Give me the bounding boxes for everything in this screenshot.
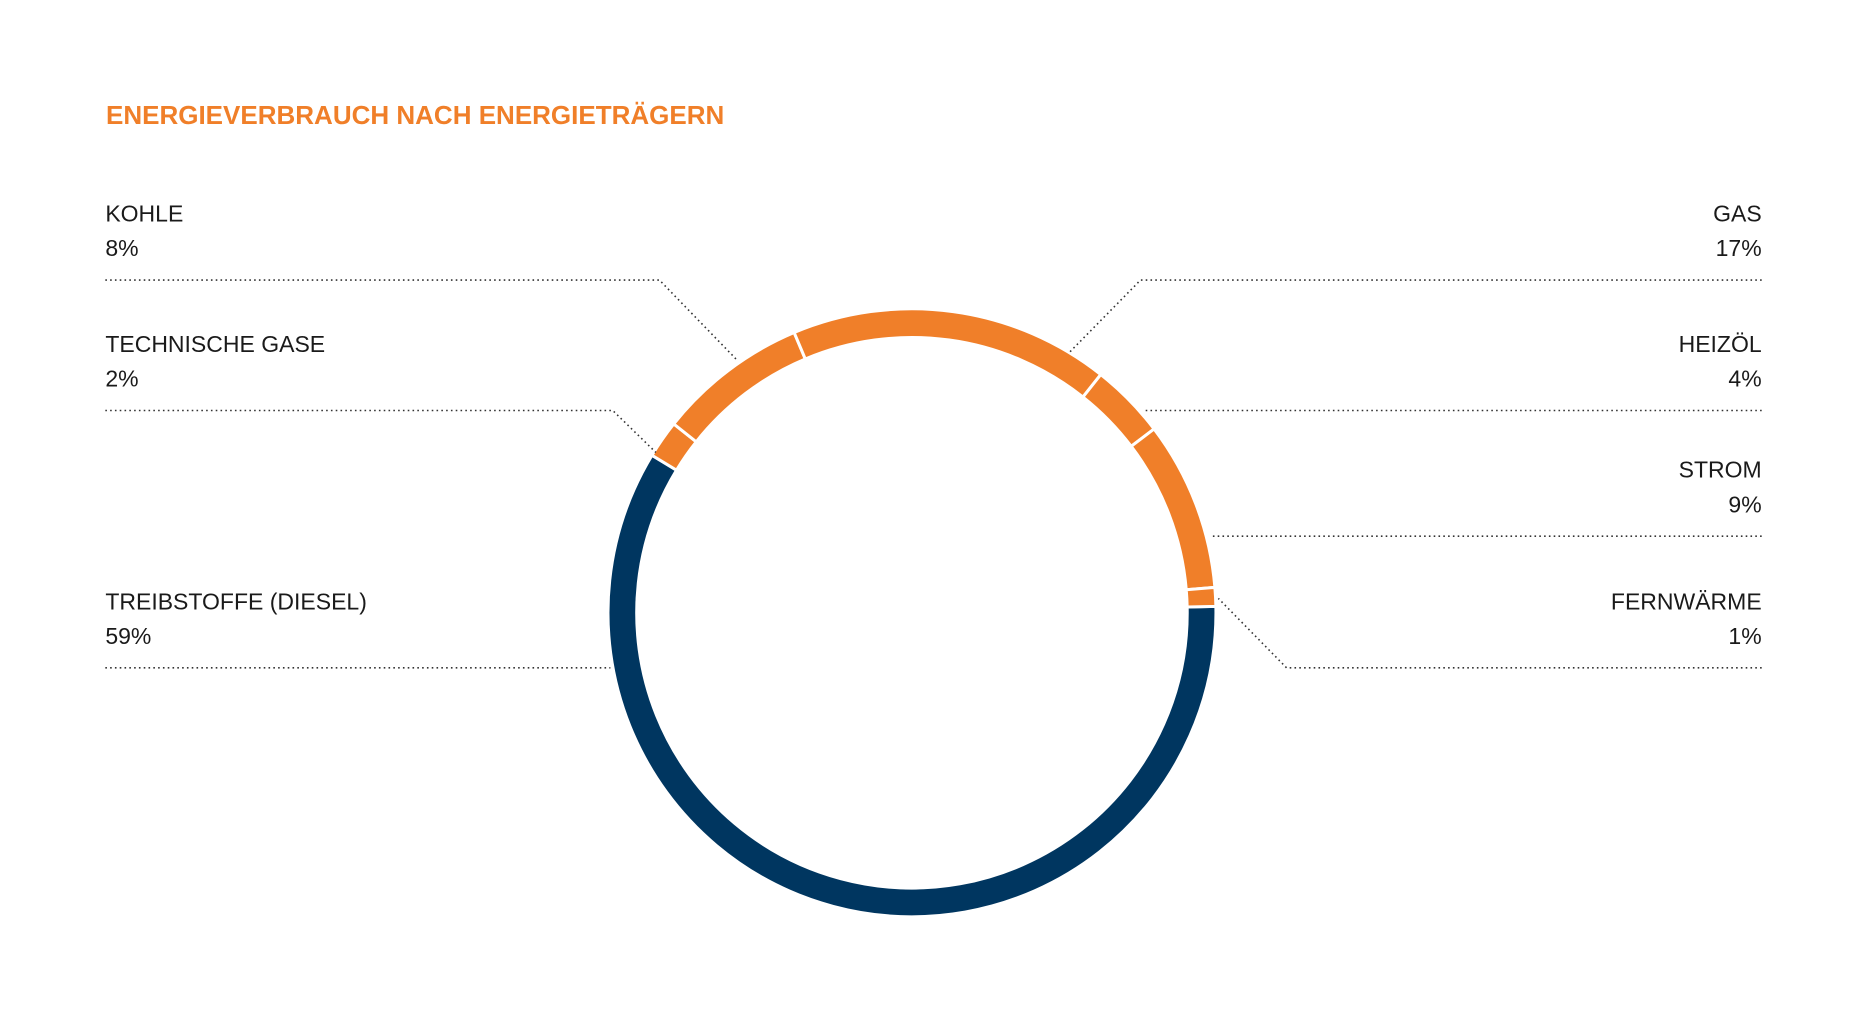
value-label: 59% xyxy=(105,623,151,649)
donut-segment xyxy=(1184,585,1218,609)
value-label: 1% xyxy=(1728,623,1761,649)
donut-segment xyxy=(606,453,1218,919)
category-label: TECHNISCHE GASE xyxy=(105,331,325,357)
donut-segment xyxy=(671,330,808,444)
donut-segment xyxy=(1129,426,1217,592)
chart-title: ENERGIEVERBRAUCH NACH ENERGIETRÄGERN xyxy=(106,100,724,130)
value-label: 8% xyxy=(105,235,138,261)
category-label: FERNWÄRME xyxy=(1611,588,1762,614)
category-label: TREIBSTOFFE (DIESEL) xyxy=(105,588,367,614)
category-label: STROM xyxy=(1679,457,1762,483)
value-label: 9% xyxy=(1728,491,1761,517)
leader-line xyxy=(1068,279,1762,354)
category-label: GAS xyxy=(1713,201,1762,227)
leader-line xyxy=(105,409,657,453)
value-label: 2% xyxy=(105,366,138,392)
value-label: 4% xyxy=(1728,366,1761,392)
category-label: KOHLE xyxy=(105,201,183,227)
value-label: 17% xyxy=(1716,235,1762,261)
category-label: HEIZÖL xyxy=(1679,331,1762,357)
donut-segment xyxy=(792,307,1103,400)
